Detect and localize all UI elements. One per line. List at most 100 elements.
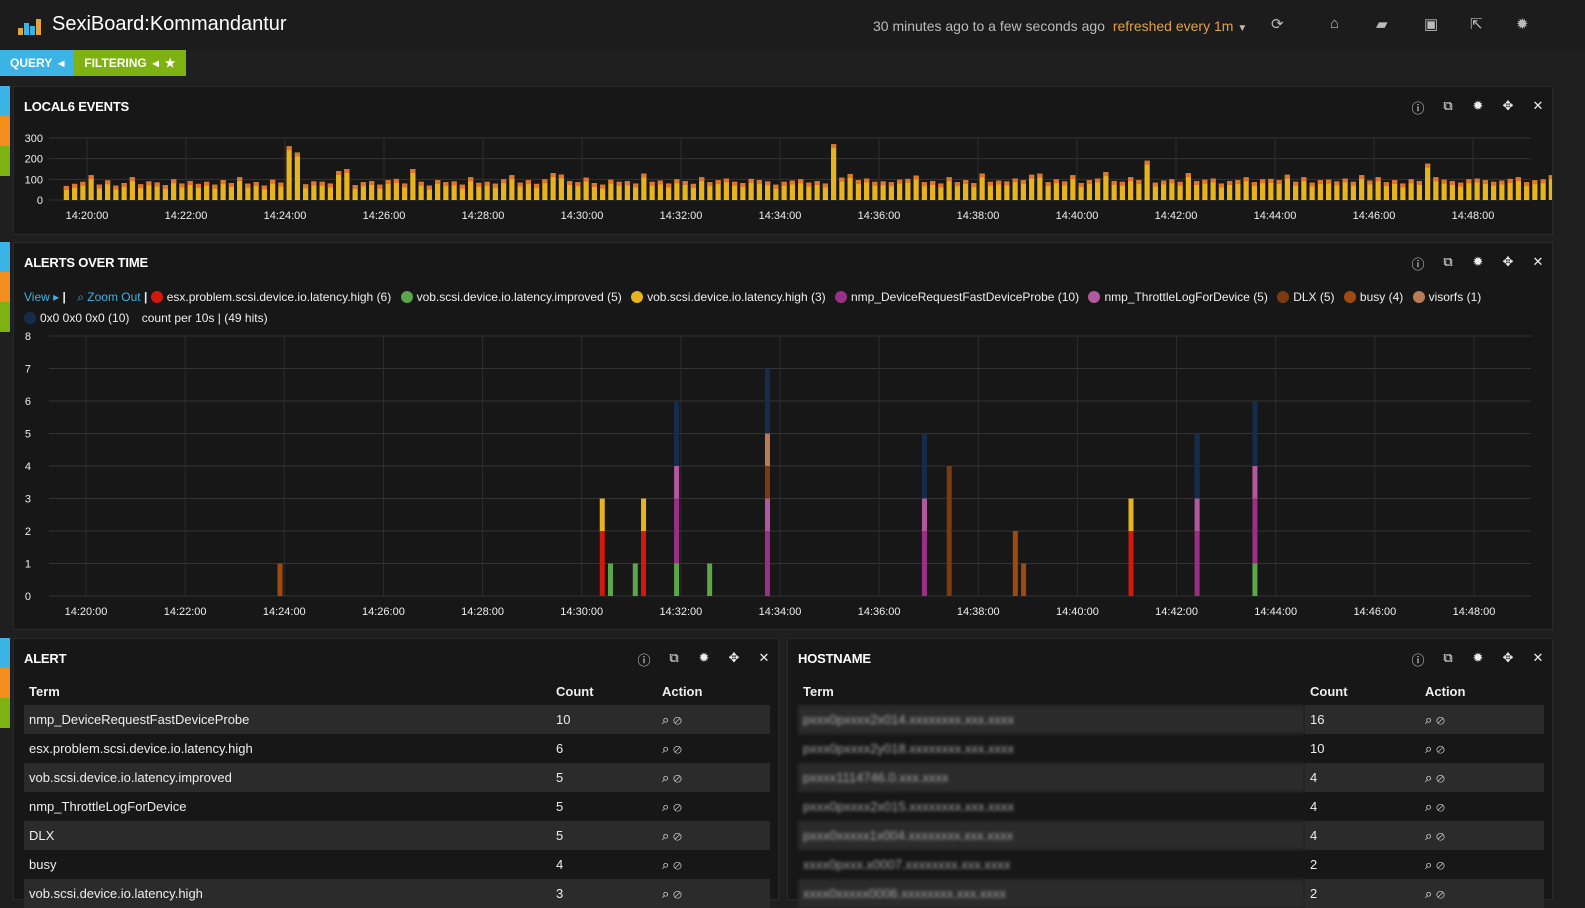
event-bar[interactable] [1045,182,1051,200]
event-bar[interactable] [542,179,548,200]
event-bar[interactable] [715,180,721,200]
legend-item[interactable]: nmp_DeviceRequestFastDeviceProbe (10) [835,290,1079,304]
event-bar[interactable] [121,183,127,200]
event-bar[interactable] [1078,183,1084,200]
event-bar[interactable] [88,175,94,200]
alert-bar-segment[interactable] [1128,498,1134,532]
event-bar[interactable] [550,173,556,200]
search-icon[interactable]: ⌕ [1425,885,1437,901]
events-histogram[interactable]: 0 100 200 300 14:20:00 14:22:00 14:24:00 14:26:… [14,87,1552,234]
event-bar[interactable] [402,183,408,200]
event-bar[interactable] [963,180,969,200]
event-bar[interactable] [1029,174,1035,200]
legend-item[interactable]: DLX (5) [1277,290,1335,304]
alert-bar-segment[interactable] [1012,531,1018,596]
event-bar[interactable] [377,184,383,200]
event-bar[interactable] [765,181,771,200]
alert-bar-segment[interactable] [674,563,680,597]
event-bar[interactable] [96,184,102,201]
alert-bar-segment[interactable] [1194,531,1200,596]
event-bar[interactable] [591,183,597,200]
event-bar[interactable] [426,185,432,200]
refresh-icon[interactable]: ⟳ [1271,16,1284,33]
event-bar[interactable] [303,184,309,200]
event-bar[interactable] [534,183,540,200]
event-bar[interactable] [1408,179,1414,200]
close-icon[interactable]: ✕ [1532,650,1544,665]
alert-bar-segment[interactable] [707,563,713,597]
alert-bar-segment[interactable] [921,498,927,532]
event-bar[interactable] [1161,180,1167,200]
event-bar[interactable] [1070,175,1076,200]
event-bar[interactable] [1350,181,1356,200]
event-bar[interactable] [468,177,474,200]
event-bar[interactable] [864,178,870,200]
event-bar[interactable] [162,185,168,200]
event-bar[interactable] [1284,174,1290,200]
alerts-histogram[interactable]: 0 1 2 3 4 5 6 7 8 14:20:00 14:22:00 14:24:00 14:26:0… [14,243,1552,629]
ban-icon[interactable]: ⊘ [673,856,686,872]
event-bar[interactable] [756,180,762,200]
event-bar[interactable] [261,185,267,200]
event-bar[interactable] [1482,180,1488,200]
alert-bar-segment[interactable] [1252,498,1258,564]
alert-bar-segment[interactable] [764,433,770,467]
event-bar[interactable] [1326,179,1332,200]
event-bar[interactable] [1532,180,1538,200]
copy-icon[interactable]: ⧉ [1443,650,1453,665]
alert-bar-segment[interactable] [764,368,770,434]
legend-item[interactable]: busy (4) [1343,290,1403,304]
alert-bar-segment[interactable] [632,563,638,597]
ban-icon[interactable]: ⊘ [1436,856,1449,872]
copy-icon[interactable]: ⧉ [1443,98,1453,113]
event-bar[interactable] [105,180,111,200]
folder-open-icon[interactable]: ▰ [1376,16,1388,33]
event-bar[interactable] [1235,180,1241,200]
event-bar[interactable] [1383,182,1389,200]
ban-icon[interactable]: ⊘ [673,885,686,901]
event-bar[interactable] [1540,179,1546,200]
event-bar[interactable] [781,181,787,200]
event-bar[interactable] [113,185,119,200]
event-bar[interactable] [1507,178,1513,200]
event-bar[interactable] [880,181,886,200]
event-bar[interactable] [855,180,861,200]
event-bar[interactable] [789,180,795,200]
event-bar[interactable] [740,183,746,200]
ban-icon[interactable]: ⊘ [1436,740,1449,756]
event-bar[interactable] [418,181,424,200]
move-icon[interactable]: ✥ [1502,650,1514,665]
event-bar[interactable] [171,179,177,200]
event-bar[interactable] [979,173,985,200]
event-bar[interactable] [435,180,441,200]
search-icon[interactable]: ⌕ [1425,740,1437,756]
event-bar[interactable] [1359,175,1365,200]
event-bar[interactable] [1251,182,1257,200]
event-bar[interactable] [1062,181,1068,200]
event-bar[interactable] [146,181,152,200]
legend-item[interactable]: vob.scsi.device.io.latency.improved (5) [400,290,622,304]
event-bar[interactable] [525,180,531,200]
event-bar[interactable] [1392,180,1398,200]
ban-icon[interactable]: ⊘ [1436,711,1449,727]
event-bar[interactable] [1268,178,1274,200]
event-bar[interactable] [723,178,729,200]
alert-bar-segment[interactable] [674,498,680,564]
alert-bar-segment[interactable] [674,401,680,466]
gear-icon[interactable]: ✹ [1472,650,1484,665]
event-bar[interactable] [1020,180,1026,200]
event-bar[interactable] [1004,181,1010,200]
event-bar[interactable] [286,146,292,200]
alert-bar-segment[interactable] [608,563,613,597]
event-bar[interactable] [1466,179,1472,200]
event-bar[interactable] [1416,180,1422,200]
ban-icon[interactable]: ⊘ [1436,798,1449,814]
event-bar[interactable] [600,184,606,200]
alert-bar-segment[interactable] [921,531,927,596]
save-icon[interactable]: ▣ [1424,16,1439,33]
event-bar[interactable] [1119,181,1125,200]
ban-icon[interactable]: ⊘ [673,798,686,814]
info-icon[interactable]: ⓘ [1411,257,1425,272]
event-bar[interactable] [393,178,399,200]
event-bar[interactable] [1548,175,1552,200]
